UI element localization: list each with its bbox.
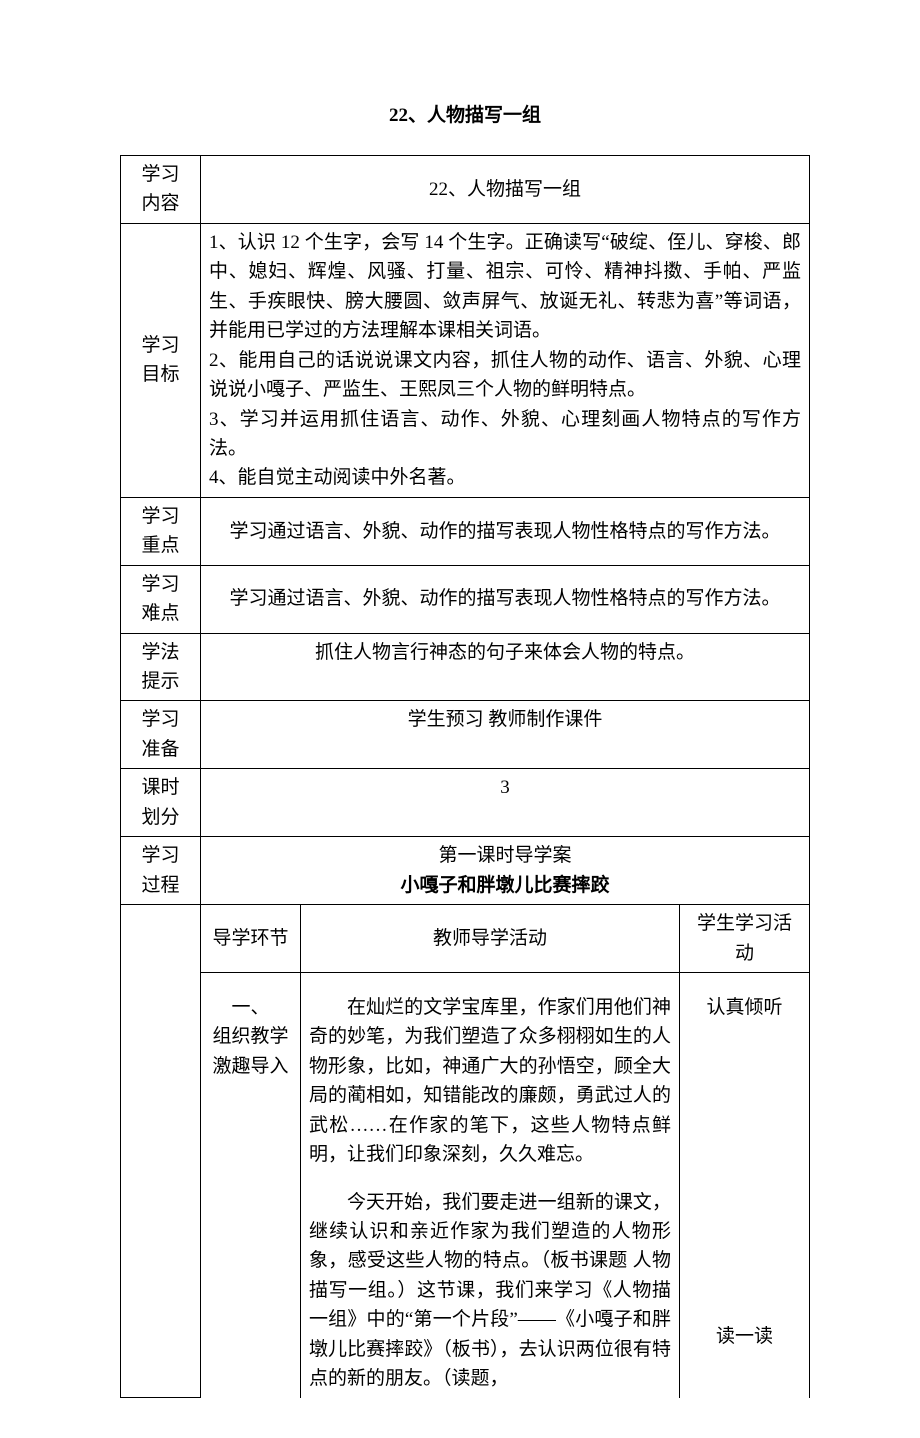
label-goals: 学习 目标 <box>121 223 201 497</box>
value-prep: 学生预习 教师制作课件 <box>201 701 810 769</box>
value-keypoint: 学习通过语言、外貌、动作的描写表现人物性格特点的写作方法。 <box>201 497 810 565</box>
goal-item: 4、能自觉主动阅读中外名著。 <box>209 463 801 492</box>
subheader-col3: 学生学习活动 <box>679 905 809 973</box>
process-header-line2: 小嘎子和胖墩儿比赛摔跤 <box>209 871 801 900</box>
teacher-paragraph: 在灿烂的文学宝库里，作家们用他们神奇的妙笔，为我们塑造了众多栩栩如生的人物形象，… <box>309 993 671 1170</box>
student-gap <box>688 1022 801 1322</box>
activity-phase: 一、 组织教学 激趣导入 <box>201 972 301 1397</box>
student-note-1: 认真倾听 <box>688 993 801 1022</box>
label-content: 学习 内容 <box>121 156 201 224</box>
goal-item: 1、认识 12 个生字，会写 14 个生字。正确读写“破绽、侄儿、穿梭、郎中、媳… <box>209 228 801 346</box>
value-method: 抓住人物言行神态的句子来体会人物的特点。 <box>201 633 810 701</box>
subheader-col1: 导学环节 <box>201 905 301 973</box>
value-goals: 1、认识 12 个生字，会写 14 个生字。正确读写“破绽、侄儿、穿梭、郎中、媳… <box>201 223 810 497</box>
activity-teacher: 在灿烂的文学宝库里，作家们用他们神奇的妙笔，为我们塑造了众多栩栩如生的人物形象，… <box>301 972 680 1397</box>
label-difficulty: 学习 难点 <box>121 565 201 633</box>
label-method: 学法 提示 <box>121 633 201 701</box>
row-process-header: 学习 过程 第一课时导学案 小嘎子和胖墩儿比赛摔跤 <box>121 837 810 905</box>
row-subheader: 导学环节 教师导学活动 学生学习活动 <box>121 905 810 973</box>
label-process-span <box>121 905 201 1398</box>
label-process: 学习 过程 <box>121 837 201 905</box>
value-difficulty: 学习通过语言、外貌、动作的描写表现人物性格特点的写作方法。 <box>201 565 810 633</box>
value-process-header: 第一课时导学案 小嘎子和胖墩儿比赛摔跤 <box>201 837 810 905</box>
row-difficulty: 学习 难点 学习通过语言、外貌、动作的描写表现人物性格特点的写作方法。 <box>121 565 810 633</box>
activity-student: 认真倾听 读一读 <box>679 972 809 1397</box>
row-periods: 课时 划分 3 <box>121 769 810 837</box>
lesson-plan-table: 学习 内容 22、人物描写一组 学习 目标 1、认识 12 个生字，会写 14 … <box>120 155 810 1398</box>
document-title: 22、人物描写一组 <box>120 100 810 127</box>
page-container: 22、人物描写一组 学习 内容 22、人物描写一组 学习 目标 1、认识 12 … <box>0 0 920 1438</box>
row-activity: 一、 组织教学 激趣导入 在灿烂的文学宝库里，作家们用他们神奇的妙笔，为我们塑造… <box>121 972 810 1397</box>
paragraph-gap <box>309 1170 671 1188</box>
goal-item: 2、能用自己的话说说课文内容，抓住人物的动作、语言、外貌、心理说说小嘎子、严监生… <box>209 346 801 405</box>
student-note-2: 读一读 <box>688 1322 801 1351</box>
teacher-paragraph: 今天开始，我们要走进一组新的课文，继续认识和亲近作家为我们塑造的人物形象，感受这… <box>309 1188 671 1394</box>
row-keypoint: 学习 重点 学习通过语言、外貌、动作的描写表现人物性格特点的写作方法。 <box>121 497 810 565</box>
label-periods: 课时 划分 <box>121 769 201 837</box>
value-periods: 3 <box>201 769 810 837</box>
label-keypoint: 学习 重点 <box>121 497 201 565</box>
value-content: 22、人物描写一组 <box>201 156 810 224</box>
subheader-col2: 教师导学活动 <box>301 905 680 973</box>
row-method: 学法 提示 抓住人物言行神态的句子来体会人物的特点。 <box>121 633 810 701</box>
row-prep: 学习 准备 学生预习 教师制作课件 <box>121 701 810 769</box>
row-content: 学习 内容 22、人物描写一组 <box>121 156 810 224</box>
goal-item: 3、学习并运用抓住语言、动作、外貌、心理刻画人物特点的写作方法。 <box>209 405 801 464</box>
row-goals: 学习 目标 1、认识 12 个生字，会写 14 个生字。正确读写“破绽、侄儿、穿… <box>121 223 810 497</box>
label-prep: 学习 准备 <box>121 701 201 769</box>
process-header-line1: 第一课时导学案 <box>209 841 801 870</box>
